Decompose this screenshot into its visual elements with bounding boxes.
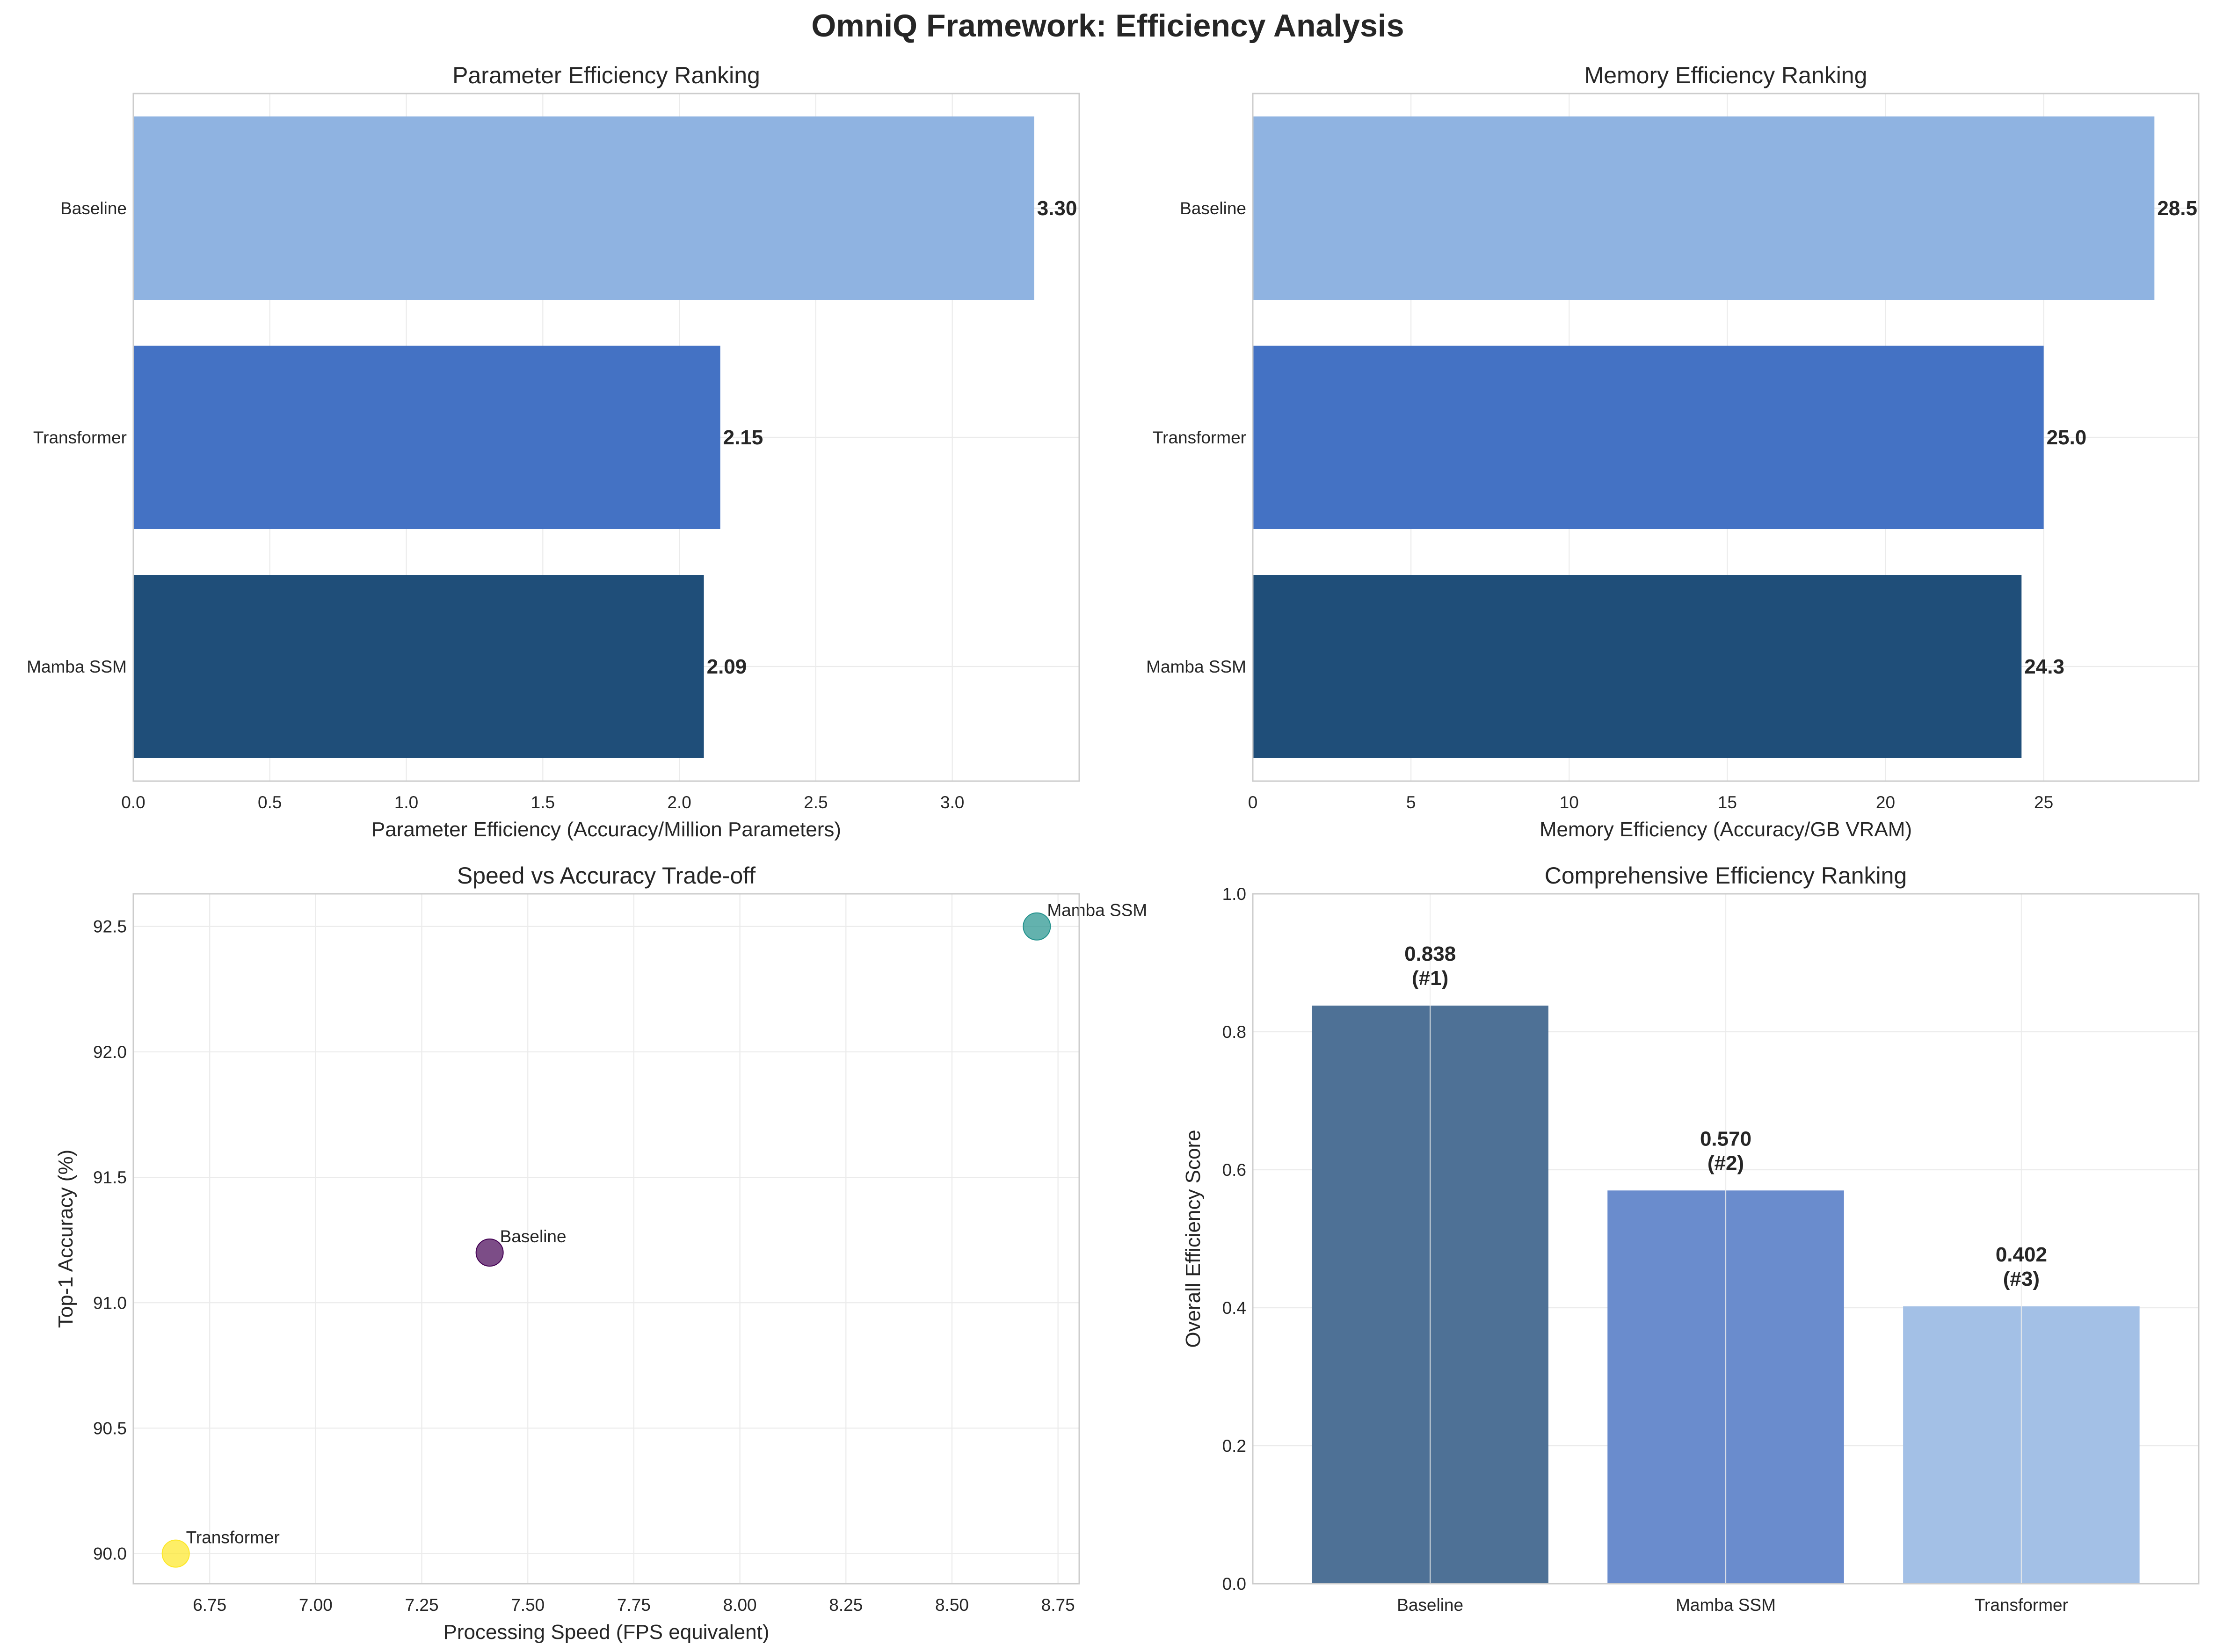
y-tick-label: 0.0 xyxy=(1222,1574,1246,1594)
y-tick-label: Transformer xyxy=(1153,428,1246,447)
y-tick-label: Mamba SSM xyxy=(27,657,127,676)
x-tick-label: 0.5 xyxy=(258,793,282,812)
value-label: 25.0 xyxy=(2047,426,2087,449)
chart-title: Comprehensive Efficiency Ranking xyxy=(1545,862,1907,889)
value-label: 0.402 xyxy=(1996,1243,2047,1266)
point-transformer xyxy=(161,1539,190,1568)
point-label: Mamba SSM xyxy=(1047,901,1147,920)
x-tick-label: 8.75 xyxy=(1041,1595,1075,1615)
x-tick-label: 7.00 xyxy=(299,1595,333,1615)
x-tick-label: 8.50 xyxy=(935,1595,969,1615)
chart-title: Speed vs Accuracy Trade-off xyxy=(457,862,756,889)
x-tick-label: 7.75 xyxy=(617,1595,651,1615)
y-tick-label: Baseline xyxy=(60,199,127,218)
value-label: 0.838 xyxy=(1404,942,1456,965)
plot-frame xyxy=(1252,93,2200,782)
y-tick-label: 92.5 xyxy=(93,917,127,936)
y-tick-label: 0.8 xyxy=(1222,1022,1246,1042)
y-tick-label: 90.0 xyxy=(93,1544,127,1564)
y-tick-label: Transformer xyxy=(33,428,127,447)
value-label: 3.30 xyxy=(1037,197,1077,220)
x-tick-label: 3.0 xyxy=(940,793,964,812)
plot-frame xyxy=(1252,893,2200,1585)
y-tick-label: Mamba SSM xyxy=(1146,657,1246,676)
x-tick-label: 2.5 xyxy=(804,793,828,812)
x-axis-label: Processing Speed (FPS equivalent) xyxy=(443,1621,769,1644)
point-mamba-ssm xyxy=(1023,912,1051,941)
bar-mamba-ssm xyxy=(133,575,704,758)
y-axis-label: Overall Efficiency Score xyxy=(1182,1130,1205,1348)
x-tick-label: Baseline xyxy=(1397,1595,1463,1615)
y-tick-label: 90.5 xyxy=(93,1419,127,1438)
y-tick-label: 0.4 xyxy=(1222,1298,1246,1318)
x-tick-label: 15 xyxy=(1718,793,1737,812)
y-tick-label: 0.2 xyxy=(1222,1436,1246,1456)
point-baseline xyxy=(475,1239,504,1267)
bar-transformer xyxy=(1253,346,2044,529)
x-tick-label: Transformer xyxy=(1975,1595,2068,1615)
x-tick-label: Mamba SSM xyxy=(1676,1595,1776,1615)
x-tick-label: 7.50 xyxy=(511,1595,545,1615)
value-label: 2.15 xyxy=(723,426,763,449)
x-tick-label: 7.25 xyxy=(405,1595,439,1615)
parameter-efficiency-panel: 3.30 2.15 2.09 Baseline Transformer Mamba SSM… xyxy=(27,62,1080,841)
figure-title: OmniQ Framework: Efficiency Analysis xyxy=(811,8,1404,43)
y-tick-label: 0.6 xyxy=(1222,1160,1246,1180)
x-tick-label: 25 xyxy=(2034,793,2053,812)
value-label: 24.3 xyxy=(2024,655,2064,678)
rank-label: (#3) xyxy=(2003,1268,2040,1290)
x-tick-label: 2.0 xyxy=(667,793,691,812)
value-label: 0.570 xyxy=(1700,1127,1751,1150)
y-tick-label: Baseline xyxy=(1180,199,1246,218)
x-tick-label: 10 xyxy=(1560,793,1579,812)
value-label: 28.5 xyxy=(2157,197,2197,220)
point-label: Baseline xyxy=(500,1227,567,1246)
chart-title: Memory Efficiency Ranking xyxy=(1584,62,1867,88)
x-axis-label: Parameter Efficiency (Accuracy/Million P… xyxy=(371,818,841,841)
value-label: 2.09 xyxy=(707,655,747,678)
y-tick-label: 1.0 xyxy=(1222,884,1246,904)
plot-frame xyxy=(132,93,1080,782)
rank-label: (#1) xyxy=(1412,967,1448,990)
x-tick-label: 8.00 xyxy=(723,1595,757,1615)
x-tick-label: 1.5 xyxy=(531,793,555,812)
y-tick-label: 92.0 xyxy=(93,1043,127,1062)
chart-title: Parameter Efficiency Ranking xyxy=(452,62,760,88)
plot-frame xyxy=(132,893,1080,1585)
bar-baseline xyxy=(1253,116,2155,300)
rank-label: (#2) xyxy=(1707,1152,1744,1174)
x-tick-label: 0.0 xyxy=(121,793,145,812)
x-tick-label: 8.25 xyxy=(829,1595,863,1615)
memory-efficiency-panel: 28.5 25.0 24.3 Baseline Transformer Mamba SSM… xyxy=(1146,62,2200,841)
y-tick-label: 91.5 xyxy=(93,1168,127,1187)
x-tick-label: 20 xyxy=(1876,793,1895,812)
overall-efficiency-panel: 0.838(#1) 0.570(#2) 0.402(#3) Baseline Mamba… xyxy=(1182,862,2200,1615)
bar-mamba-ssm xyxy=(1253,575,2022,758)
x-tick-label: 5 xyxy=(1406,793,1416,812)
point-label: Transformer xyxy=(186,1528,280,1547)
y-tick-label: 91.0 xyxy=(93,1293,127,1312)
y-axis-label: Top-1 Accuracy (%) xyxy=(54,1150,77,1328)
speed-accuracy-panel: Baseline Mamba SSM Transformer 6.75 7.00 7.25… xyxy=(54,862,1147,1644)
x-tick-label: 0 xyxy=(1248,793,1258,812)
x-tick-label: 6.75 xyxy=(193,1595,226,1615)
x-axis-label: Memory Efficiency (Accuracy/GB VRAM) xyxy=(1540,818,1912,841)
bar-transformer xyxy=(133,346,720,529)
x-tick-label: 1.0 xyxy=(394,793,418,812)
bar-baseline xyxy=(133,116,1034,300)
